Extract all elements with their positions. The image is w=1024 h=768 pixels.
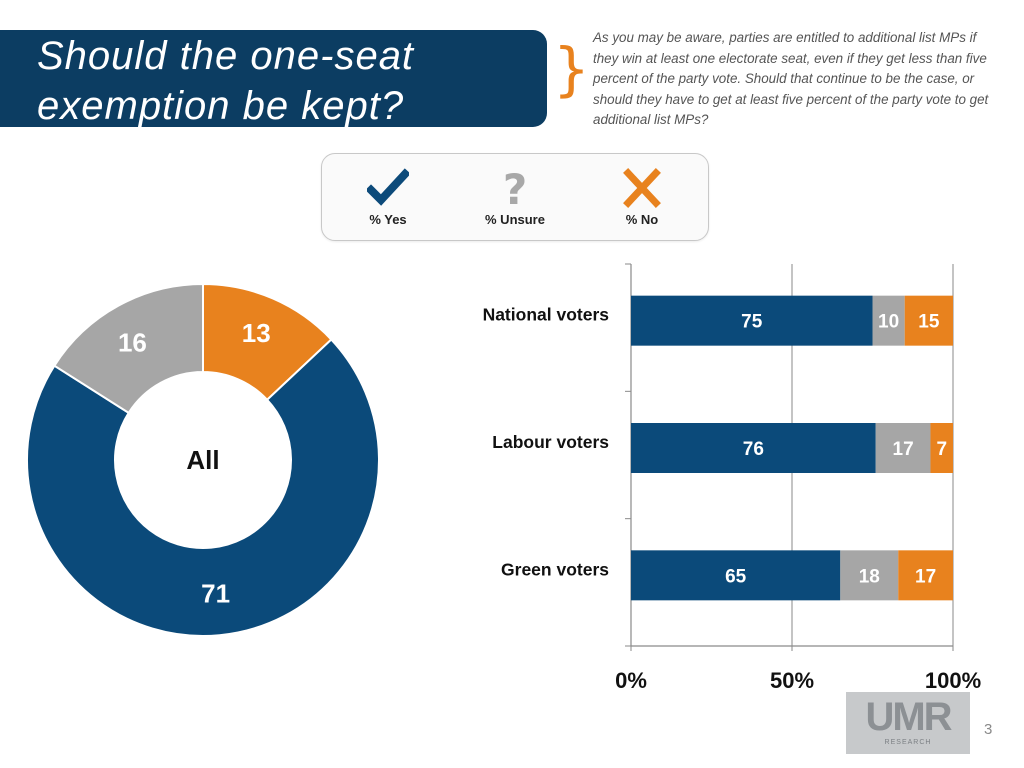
donut-label-yes: 71 <box>201 578 230 608</box>
stacked-bar-chart: 0% 50% 100% National voters 75 10 15 Labour vot… <box>483 263 981 693</box>
bar-segment-no <box>930 423 953 473</box>
donut-center-label: All <box>186 445 219 475</box>
legend-label-unsure: % Unsure <box>485 212 545 227</box>
logo-text: UMR <box>865 695 952 739</box>
title-banner <box>0 30 547 127</box>
checkmark-icon <box>367 168 409 206</box>
donut-chart-all: 13 71 16 All <box>26 282 380 637</box>
umr-research-logo: UMR RESEARCH <box>846 692 970 754</box>
donut-label-unsure: 16 <box>118 328 147 358</box>
legend: % Yes ? % Unsure % No <box>321 153 709 241</box>
category-label: National voters <box>483 305 610 325</box>
x-tick-label: 50% <box>770 668 814 693</box>
logo-subtext: RESEARCH <box>884 739 932 746</box>
bar-value-label: 65 <box>725 566 747 587</box>
bar-segment-unsure <box>840 550 899 601</box>
bar-segment-yes <box>631 295 873 346</box>
svg-text:?: ? <box>503 168 527 208</box>
category-label: Green voters <box>501 559 609 579</box>
x-tick-label: 0% <box>615 668 647 693</box>
brace-decoration: } <box>553 35 590 103</box>
bar-segment-no <box>904 295 953 346</box>
legend-label-yes: % Yes <box>369 212 407 227</box>
donut-slice-unsure <box>53 282 204 415</box>
donut-slice-yes <box>26 338 380 637</box>
bar-value-label: 18 <box>859 566 880 587</box>
bar-segment-yes <box>631 550 841 601</box>
bar-value-label: 17 <box>893 439 914 460</box>
legend-item-yes: % Yes <box>328 154 448 240</box>
cross-icon <box>623 168 661 208</box>
survey-question: As you may be aware, parties are entitle… <box>593 30 989 127</box>
category-label: Labour voters <box>492 432 609 452</box>
legend-item-no: % No <box>582 154 702 240</box>
bar-value-label: 10 <box>878 312 899 333</box>
bar-value-label: 15 <box>918 312 940 333</box>
bar-segment-no <box>898 550 953 601</box>
bar-value-label: 7 <box>936 439 947 460</box>
bar-value-label: 17 <box>915 566 936 587</box>
bar-segment-unsure <box>875 423 931 473</box>
donut-label-no: 13 <box>242 318 271 348</box>
bar-segment-unsure <box>872 295 905 346</box>
bar-segment-yes <box>631 423 876 473</box>
question-mark-icon: ? <box>503 168 527 208</box>
page-title: Should the one-seat exemption be kept? <box>37 34 415 128</box>
legend-item-unsure: ? % Unsure <box>455 154 575 240</box>
bar-value-label: 76 <box>743 439 764 460</box>
bar-value-label: 75 <box>741 312 763 333</box>
legend-label-no: % No <box>625 212 659 227</box>
page-number: 3 <box>984 721 993 738</box>
x-tick-label: 100% <box>925 668 981 693</box>
